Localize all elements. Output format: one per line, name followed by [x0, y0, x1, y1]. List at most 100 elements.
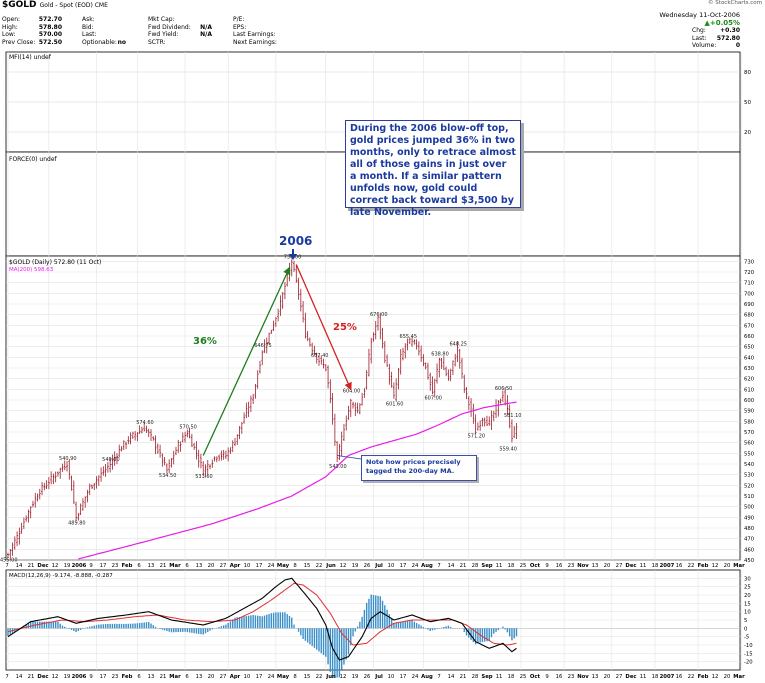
x-tick-label: 2007	[660, 563, 675, 569]
macd-histogram-bar	[246, 616, 247, 628]
x-tick-label: Oct	[530, 563, 541, 569]
x-tick-label: 7	[437, 563, 440, 569]
macd-histogram-bar	[64, 627, 65, 629]
macd-histogram-bar	[359, 622, 360, 629]
quote-field-value: N/A	[194, 24, 212, 32]
price-data-label: 534.50	[159, 473, 177, 479]
x-tick-label: 23	[112, 674, 119, 680]
macd-histogram-bar	[484, 628, 485, 641]
macd-histogram-bar	[330, 628, 331, 672]
x-tick-label: Jul	[374, 563, 383, 569]
macd-tick-label: 0	[744, 626, 748, 632]
macd-histogram-bar	[432, 628, 433, 630]
macd-histogram-bar	[398, 622, 399, 628]
quote-field-label: Last:	[692, 35, 714, 43]
x-tick-label: Aug	[421, 674, 433, 680]
macd-histogram-bar	[287, 614, 288, 628]
price-data-label: 540.90	[59, 456, 77, 462]
macd-histogram-bar	[280, 612, 281, 628]
x-tick-label: Sep	[481, 563, 492, 569]
macd-histogram-bar	[416, 623, 417, 628]
price-data-label: 646.75	[254, 343, 271, 349]
price-tick-label: 540	[744, 462, 755, 468]
quote-field-label: Last:	[82, 31, 114, 39]
price-data-label: 574.60	[136, 420, 154, 426]
macd-histogram-bar	[441, 628, 442, 629]
macd-histogram-bar	[504, 628, 505, 629]
macd-histogram-bar	[216, 628, 217, 629]
panel-frame-price	[6, 256, 740, 560]
x-tick-label: 7	[5, 674, 8, 680]
x-tick-label: Dec	[37, 563, 48, 569]
x-tick-label: 8	[293, 674, 297, 680]
x-tick-label: 8	[293, 563, 297, 569]
macd-histogram-bar	[173, 628, 174, 632]
x-tick-label: 9	[545, 674, 548, 680]
macd-histogram-bar	[168, 628, 169, 631]
price-tick-label: 520	[744, 483, 755, 489]
macd-histogram-bar	[209, 628, 210, 630]
price-tick-label: 600	[744, 398, 755, 404]
x-tick-label: 7	[5, 563, 8, 569]
macd-histogram-bar	[264, 616, 265, 629]
quote-field: SCTR:	[148, 39, 212, 47]
macd-histogram-bar	[495, 628, 496, 632]
macd-histogram-bar	[293, 625, 294, 629]
x-tick-label: 13	[592, 674, 599, 680]
x-tick-label: 6	[185, 674, 189, 680]
macd-histogram-bar	[91, 626, 92, 628]
macd-histogram-bar	[241, 617, 242, 629]
macd-histogram-bar	[130, 624, 131, 629]
macd-histogram-bar	[282, 612, 283, 628]
macd-histogram-bar	[361, 617, 362, 629]
price-data-label: 604.00	[343, 389, 361, 395]
x-tick-label: 19	[352, 674, 359, 680]
macd-histogram-bar	[491, 628, 492, 637]
macd-histogram-bar	[250, 615, 251, 628]
quote-field-value: 578.80	[32, 24, 62, 32]
quote-field-label: Chg:	[692, 27, 714, 35]
price-tick-label: 530	[744, 473, 755, 479]
macd-histogram-bar	[55, 622, 56, 629]
macd-histogram-bar	[212, 628, 213, 629]
macd-histogram-bar	[507, 628, 508, 632]
price-data-label: 543.00	[329, 464, 347, 470]
macd-tick-label: 30	[744, 576, 751, 582]
macd-histogram-bar	[346, 628, 347, 659]
quote-field-value: +0.30	[714, 27, 740, 35]
x-tick-label: 20	[208, 674, 215, 680]
x-tick-label: 12	[712, 563, 719, 569]
macd-histogram-bar	[196, 628, 197, 633]
quote-field-value: 570.00	[32, 31, 62, 39]
macd-histogram-bar	[411, 620, 412, 628]
x-tick-label: 6	[185, 563, 189, 569]
x-tick-label: 17	[400, 563, 407, 569]
macd-tick-label: 15	[744, 601, 751, 607]
macd-histogram-bar	[232, 619, 233, 628]
x-tick-label: 13	[196, 674, 203, 680]
x-tick-label: 25	[520, 563, 527, 569]
macd-histogram-bar	[375, 595, 376, 628]
macd-histogram-bar	[71, 628, 72, 630]
macd-histogram-bar	[41, 622, 42, 629]
macd-histogram-bar	[307, 628, 308, 642]
macd-histogram-bar	[423, 627, 424, 628]
x-tick-label: 22	[688, 563, 695, 569]
macd-histogram-bar	[200, 628, 201, 634]
macd-histogram-bar	[205, 628, 206, 633]
quote-field-label: SCTR:	[148, 39, 194, 47]
x-tick-label: 21	[160, 563, 167, 569]
quote-field: Ask:	[82, 16, 126, 24]
macd-histogram-bar	[405, 621, 406, 628]
x-tick-label: 15	[304, 674, 311, 680]
x-tick-label: May	[277, 563, 290, 569]
macd-histogram-bar	[502, 627, 503, 629]
macd-histogram-bar	[148, 622, 149, 628]
x-tick-label: 20	[208, 563, 215, 569]
x-tick-label: Jun	[325, 563, 336, 569]
macd-histogram-bar	[300, 628, 301, 635]
macd-histogram-bar	[316, 628, 317, 649]
x-tick-label: Jun	[325, 674, 336, 680]
macd-histogram-bar	[137, 623, 138, 628]
macd-histogram-bar	[407, 621, 408, 628]
